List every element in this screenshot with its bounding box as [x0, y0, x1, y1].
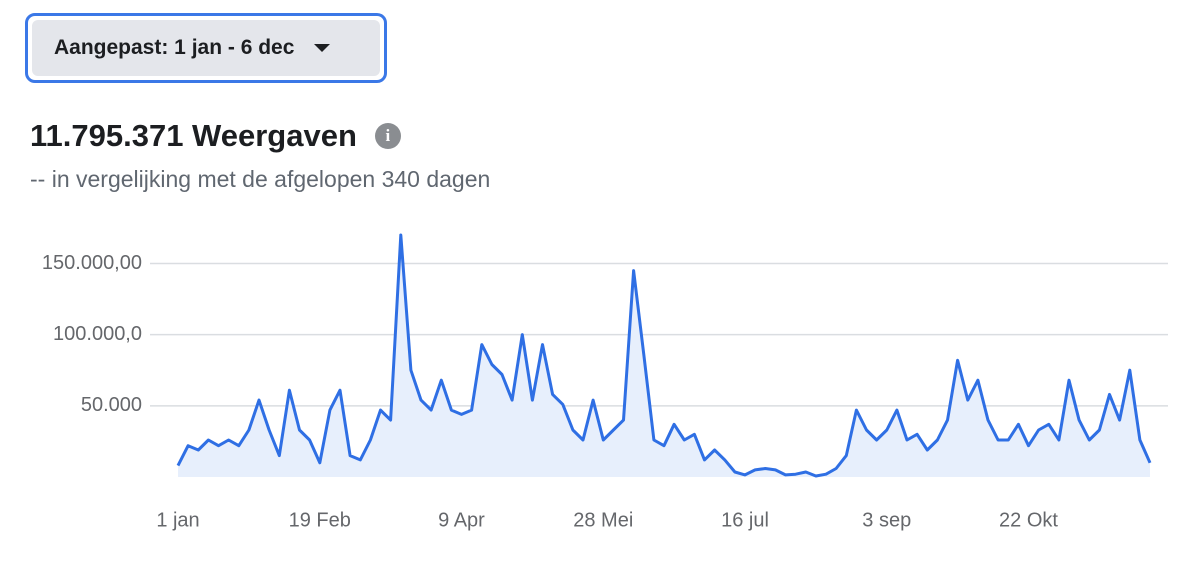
y-tick-label: 100.000,0 [53, 323, 142, 345]
x-tick-label: 28 Mei [573, 509, 633, 531]
x-tick-label: 3 sep [862, 509, 911, 531]
x-tick-label: 16 jul [721, 509, 769, 531]
x-tick-label: 9 Apr [438, 509, 485, 531]
x-tick-label: 1 jan [156, 509, 199, 531]
x-tick-label: 22 Okt [999, 509, 1058, 531]
total-views: 11.795.371 Weergaven [30, 118, 357, 153]
comparison-subtitle: -- in vergelijking met de afgelopen 340 … [30, 166, 491, 192]
date-range-dropdown[interactable]: Aangepast: 1 jan - 6 dec [25, 13, 387, 83]
y-tick-label: 150.000,00 [42, 252, 142, 274]
area-fill [178, 235, 1150, 477]
line [176, 233, 1152, 478]
dropdown-label[interactable]: Aangepast: 1 jan - 6 dec [54, 36, 295, 59]
info-icon[interactable]: i [374, 123, 401, 149]
total-row: 11.795.371 Weergaven i [30, 118, 401, 154]
y-tick-label: 50.000 [81, 394, 142, 416]
x-tick-label: 19 Feb [289, 509, 351, 531]
dropdown-body[interactable]: Aangepast: 1 jan - 6 dec [32, 20, 380, 76]
caret-icon[interactable] [314, 44, 331, 52]
